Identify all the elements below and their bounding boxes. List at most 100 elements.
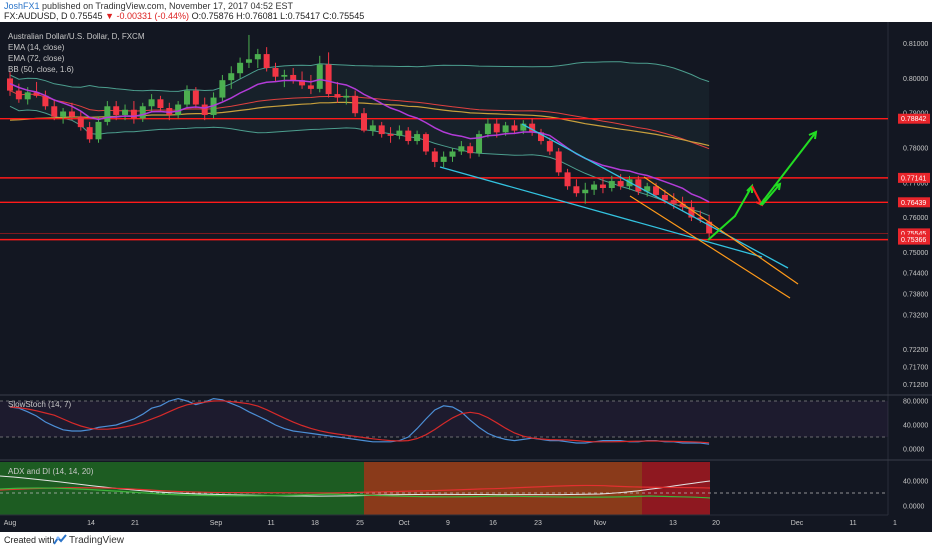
- tradingview-brand[interactable]: TradingView: [69, 535, 125, 546]
- candle: [449, 148, 456, 162]
- candle: [245, 34, 252, 68]
- candle-body: [635, 179, 642, 192]
- candle: [361, 108, 367, 133]
- channel-upper-line[interactable]: [643, 176, 799, 285]
- candle: [7, 71, 13, 96]
- lower-trendline[interactable]: [439, 166, 763, 258]
- candle-body: [184, 90, 190, 105]
- footer: Created with TradingView: [0, 532, 932, 550]
- time-tick-label: 9: [446, 520, 450, 527]
- candle-body: [617, 181, 624, 187]
- candle-body: [502, 125, 509, 133]
- candle: [307, 74, 314, 95]
- candle: [458, 141, 465, 155]
- candle-body: [316, 64, 323, 89]
- chart-canvas[interactable]: 0.810000.800000.790000.780000.770000.760…: [0, 22, 932, 532]
- candle-body: [520, 123, 527, 131]
- pullback-arrow[interactable]: [751, 185, 763, 206]
- candle-body: [148, 99, 155, 107]
- candle-body: [511, 125, 518, 131]
- bull-path-arrow-2[interactable]: [761, 183, 781, 206]
- channel-lower-line[interactable]: [629, 195, 791, 299]
- time-tick-label: 11: [849, 520, 856, 527]
- candle-body: [245, 59, 252, 63]
- price-tick-label: 0.76000: [903, 215, 928, 222]
- drawings[interactable]: [439, 123, 818, 299]
- publish-info: published on TradingView.com, November 1…: [42, 1, 294, 11]
- candle: [192, 87, 199, 108]
- candle-body: [449, 151, 456, 157]
- price-tick-label: 0.77000: [903, 180, 928, 187]
- candle: [644, 182, 651, 197]
- candle: [334, 81, 341, 103]
- candle: [95, 116, 102, 143]
- candle-body: [325, 64, 332, 95]
- candle-body: [564, 172, 571, 187]
- legend-stoch[interactable]: SlowStoch (14, 7): [8, 400, 71, 409]
- bull-path-arrow-1[interactable]: [707, 185, 753, 241]
- candle-body: [352, 95, 359, 114]
- legend-bb[interactable]: BB (50, close, 1.6): [8, 65, 74, 74]
- candle: [387, 127, 394, 143]
- candle-body: [546, 141, 553, 152]
- price-tick-label: 0.80000: [903, 76, 928, 83]
- chart-background: [0, 22, 932, 532]
- ema14-line: [9, 78, 710, 203]
- candle: [414, 130, 421, 145]
- time-tick-label: 16: [489, 520, 497, 527]
- tradingview-logo-icon[interactable]: [53, 534, 67, 546]
- candle: [591, 181, 598, 195]
- price-tick-label: 0.71200: [903, 382, 928, 389]
- candle: [484, 118, 491, 138]
- candle: [405, 127, 412, 145]
- adx-tick-label: 40.0000: [903, 479, 928, 486]
- candle-body: [113, 106, 120, 115]
- candle-body: [307, 85, 314, 89]
- candle-body: [440, 156, 447, 162]
- candle: [564, 168, 571, 190]
- candle: [422, 132, 429, 155]
- price-tick-label: 0.81000: [903, 41, 928, 48]
- candle: [254, 48, 261, 68]
- candle-body: [591, 184, 598, 190]
- candle-body: [467, 146, 474, 154]
- candle: [139, 102, 146, 122]
- candle-body: [538, 132, 544, 142]
- candle-body: [476, 134, 483, 154]
- candle: [325, 52, 332, 98]
- candle-body: [201, 104, 208, 115]
- candle-body: [104, 106, 111, 122]
- bull-path-arrow-3[interactable]: [759, 131, 817, 206]
- candle: [316, 55, 323, 93]
- upper-trendline[interactable]: [521, 123, 789, 269]
- legend-ema72[interactable]: EMA (72, close): [8, 54, 65, 63]
- candle: [582, 182, 589, 204]
- candle-body: [42, 95, 49, 107]
- time-tick-label: Oct: [399, 520, 410, 527]
- candle: [511, 120, 518, 135]
- candle-body: [484, 123, 491, 135]
- publish-line: JoshFX1 published on TradingView.com, No…: [4, 1, 293, 11]
- time-tick-label: 23: [534, 520, 542, 527]
- price-tick-label: 0.73800: [903, 292, 928, 299]
- candle-body: [582, 189, 589, 194]
- candle: [77, 111, 84, 131]
- candle-body: [422, 134, 429, 152]
- candle: [608, 175, 615, 192]
- created-with-label: Created with: [4, 535, 55, 545]
- author-link[interactable]: JoshFX1: [4, 1, 40, 11]
- candle-body: [219, 80, 226, 98]
- candle-body: [7, 78, 13, 91]
- candle: [431, 148, 438, 168]
- legend-adx[interactable]: ADX and DI (14, 14, 20): [8, 467, 94, 476]
- legend-ema14[interactable]: EMA (14, close): [8, 43, 65, 52]
- candle-body: [343, 95, 350, 98]
- candle: [237, 57, 244, 79]
- candle: [228, 66, 235, 89]
- quote-line: FX:AUDUSD, D 0.75545 ▼ -0.00331 (-0.44%)…: [4, 11, 364, 21]
- candle-body: [361, 113, 367, 131]
- candle-body: [130, 109, 137, 119]
- candle: [219, 74, 226, 102]
- symbol-label: FX:AUDUSD, D: [4, 11, 68, 21]
- price-tick-label: 0.78000: [903, 146, 928, 153]
